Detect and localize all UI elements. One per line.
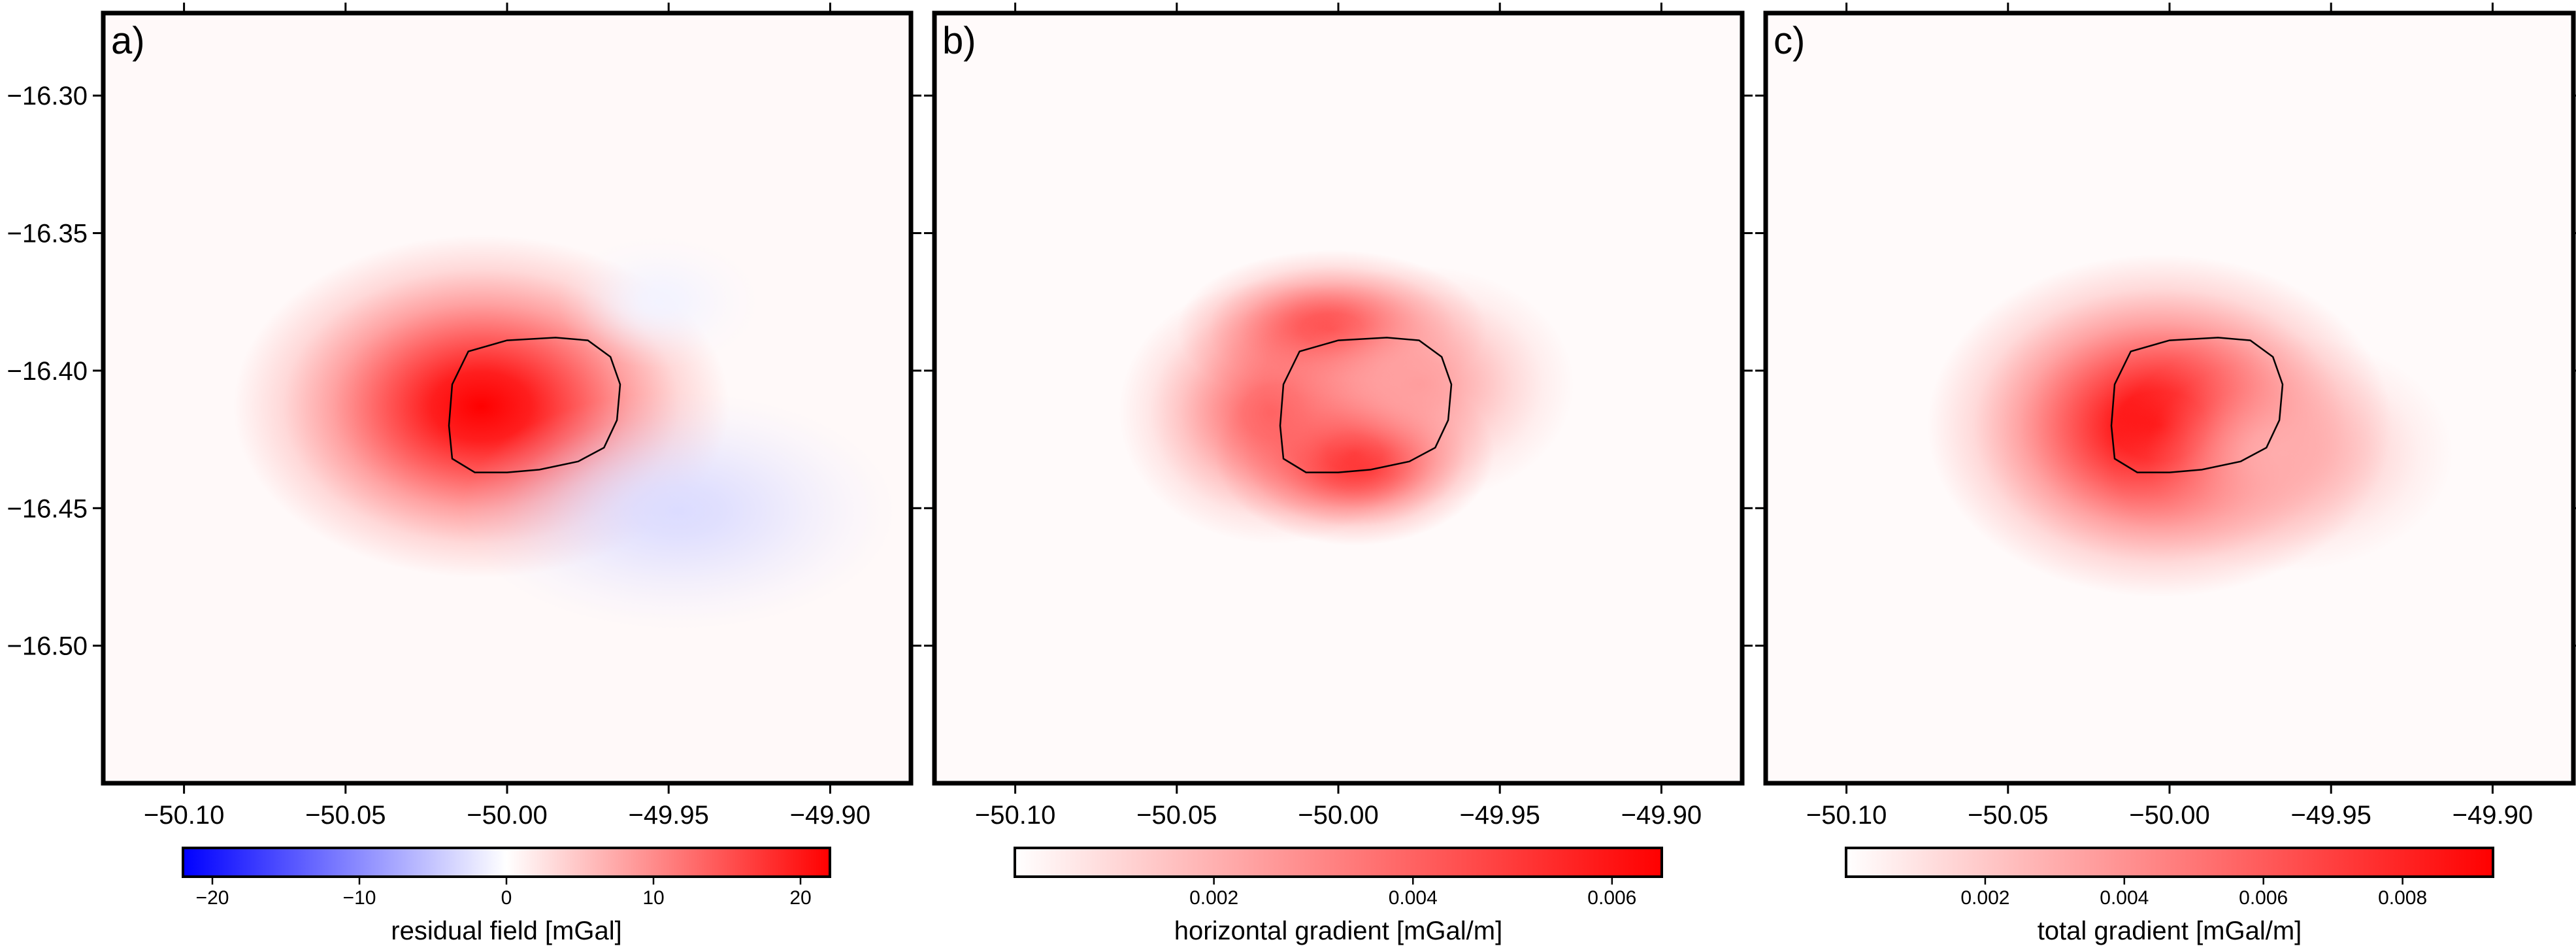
body-outline-b [1279,337,1453,473]
colorbar-tick-label: 0.004 [2100,887,2149,909]
heatmap-c [1766,13,2573,783]
frame-a [101,10,914,786]
x-tick-label: −50.05 [1136,801,1217,830]
x-tick-label: −49.90 [2452,801,2533,830]
x-tick-label: −49.95 [2290,801,2371,830]
y-tick-label: −16.35 [7,220,88,248]
y-tick-label: −16.50 [7,632,88,661]
outline-path [2110,337,2284,473]
colorbar-ramp [1845,847,2494,878]
colorbar-b: 0.002 0.004 0.006 [1014,847,1663,909]
colorbar-tick-label: 0.002 [1960,887,2009,909]
x-tick-label: −50.05 [305,801,386,830]
x-tick-label: −49.95 [1459,801,1540,830]
colorbar-label-c: total gradient [mGal/m] [2038,917,2302,945]
x-tick-label: −50.00 [467,801,547,830]
y-tick-label: −16.45 [7,494,88,523]
colorbar-a: −20 −10 0 10 20 [182,847,831,909]
colorbar-label-a: residual field [mGal] [391,917,621,945]
x-tick-label: −50.00 [1298,801,1378,830]
colorbar-tick-label: 0.006 [2239,887,2288,909]
outline-path [1279,337,1453,473]
colorbar-c: 0.002 0.004 0.006 0.008 [1845,847,2494,909]
x-tick-label: −49.90 [790,801,870,830]
panel-label-a: a) [111,20,145,62]
panel-label-b: b) [942,20,976,62]
body-outline-c [2110,337,2284,473]
colorbar-tick-label: −20 [196,887,229,909]
colorbar-tick-label: 0.006 [1587,887,1636,909]
ticks-c: −50.10 −50.05 −50.00 −49.95 −49.90 [1755,3,2576,830]
colorbar-tick-label: 0.008 [2378,887,2427,909]
x-tick-label: −50.10 [144,801,224,830]
panel-c: −50.10 −50.05 −50.00 −49.95 −49.90 c) 0.002 0… [1755,3,2576,945]
colorbar-tick-label: 0.004 [1389,887,1438,909]
x-tick-label: −49.90 [1621,801,1702,830]
colorbar-tick-label: 20 [789,887,811,909]
x-tick-label: −49.95 [628,801,708,830]
colorbar-tick-label: 10 [642,887,664,909]
heatmap-low-anomaly [461,392,896,630]
ticks-b: −50.10 −50.05 −50.00 −49.95 −49.90 [924,3,1753,830]
y-tick-label: −16.40 [7,357,88,386]
ticks-a: −50.10 −50.05 −50.00 −49.95 −49.90 −16.30 −16.… [7,3,921,830]
outline-path [448,337,621,473]
body-outline-a [448,337,621,473]
colorbar-tick-label: −10 [343,887,376,909]
colorbar-tick-label: 0.002 [1189,887,1238,909]
heatmap-high-anomaly [2111,334,2454,572]
x-tick-label: −50.10 [1806,801,1887,830]
frame-b [932,10,1745,786]
panel-a: −50.10 −50.05 −50.00 −49.95 −49.90 −16.30 −16.… [7,3,921,945]
heatmap-high-anomaly [1264,265,1574,503]
panel-label-c: c) [1774,20,1805,62]
frame-c [1763,10,2576,786]
colorbar-ramp [1014,847,1663,878]
x-tick-label: −50.05 [1968,801,2048,830]
colorbar-tick-label: 0 [501,887,512,909]
panel-b: −50.10 −50.05 −50.00 −49.95 −49.90 b) 0.002 0… [924,3,1753,945]
y-tick-label: −16.30 [7,82,88,110]
heatmap-b [934,13,1742,783]
x-tick-label: −50.10 [975,801,1055,830]
heatmap-a [103,13,911,783]
x-tick-label: −50.00 [2129,801,2209,830]
heatmap-low-anomaly [558,235,760,368]
colorbar-label-b: horizontal gradient [mGal/m] [1174,917,1502,945]
colorbar-ramp [182,847,831,878]
